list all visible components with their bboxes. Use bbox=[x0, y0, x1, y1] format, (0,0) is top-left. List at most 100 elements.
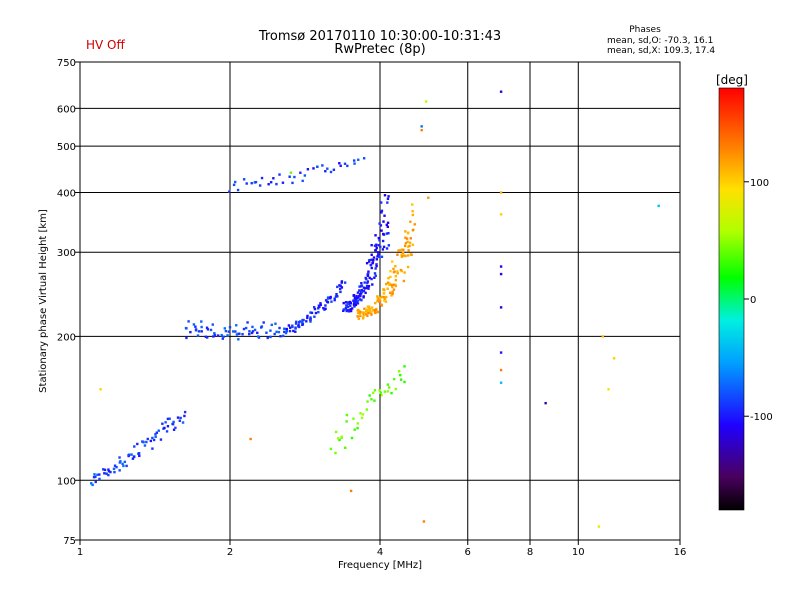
echo-point bbox=[166, 417, 170, 421]
echo-point bbox=[355, 294, 358, 298]
echo-point bbox=[404, 254, 407, 258]
x-tick-label: 1 bbox=[77, 547, 83, 558]
echo-point bbox=[342, 301, 345, 305]
echo-point bbox=[342, 309, 345, 313]
echo-point bbox=[393, 270, 396, 273]
echo-point bbox=[387, 195, 390, 198]
colorbar-tick-label: 100 bbox=[750, 178, 769, 189]
echo-point bbox=[379, 391, 382, 394]
echo-point bbox=[183, 414, 186, 418]
echo-point bbox=[288, 329, 292, 333]
echo-point bbox=[301, 322, 305, 326]
echo-point bbox=[340, 435, 344, 438]
echo-point bbox=[386, 201, 389, 204]
echo-point bbox=[326, 301, 330, 304]
echo-point bbox=[353, 428, 356, 431]
echo-point bbox=[371, 283, 374, 286]
colorbar-tick-label: -100 bbox=[750, 412, 773, 423]
colorbar-label: [deg] bbox=[716, 73, 748, 87]
echo-point bbox=[171, 423, 175, 426]
echo-point bbox=[136, 442, 139, 446]
echo-point bbox=[349, 309, 353, 313]
echo-point bbox=[273, 332, 276, 336]
echo-point bbox=[322, 306, 325, 310]
echo-point bbox=[394, 387, 398, 391]
echo-point bbox=[242, 327, 246, 331]
echo-point bbox=[352, 302, 356, 306]
echo-point bbox=[411, 203, 414, 206]
echo-point bbox=[205, 336, 209, 339]
echo-point bbox=[242, 178, 246, 181]
echo-point bbox=[340, 280, 344, 283]
echo-point bbox=[399, 373, 402, 377]
echo-point bbox=[407, 249, 410, 252]
echo-point bbox=[269, 329, 272, 332]
echo-point bbox=[347, 310, 351, 313]
echo-point bbox=[411, 213, 415, 217]
echo-point bbox=[411, 243, 415, 247]
isolated-echo-point bbox=[612, 357, 616, 360]
echo-point bbox=[394, 274, 398, 278]
echo-point bbox=[278, 326, 281, 330]
echo-point bbox=[371, 391, 375, 394]
echo-point bbox=[297, 323, 300, 327]
echo-point bbox=[362, 315, 365, 319]
echo-point bbox=[350, 436, 354, 440]
echo-point bbox=[254, 180, 258, 184]
echo-point bbox=[356, 302, 360, 305]
echo-point bbox=[251, 325, 254, 329]
echo-point bbox=[369, 307, 372, 311]
echo-point bbox=[329, 447, 333, 451]
isolated-echo-point bbox=[289, 171, 293, 174]
echo-point bbox=[365, 408, 369, 411]
echo-point bbox=[281, 181, 285, 184]
echo-point bbox=[143, 444, 147, 447]
echo-point bbox=[386, 287, 389, 290]
echo-point bbox=[402, 254, 406, 257]
echo-point bbox=[345, 420, 348, 423]
echo-point bbox=[309, 316, 312, 319]
echo-point bbox=[333, 298, 336, 302]
echo-point bbox=[391, 285, 394, 289]
echo-point bbox=[371, 261, 375, 264]
y-tick-label: 300 bbox=[57, 248, 76, 259]
echo-point bbox=[90, 482, 93, 485]
echo-point bbox=[137, 452, 141, 455]
echo-point bbox=[107, 473, 110, 477]
echo-point bbox=[408, 244, 411, 248]
echo-point bbox=[403, 380, 406, 384]
echo-point bbox=[98, 477, 101, 481]
echo-point bbox=[194, 325, 197, 328]
echo-point bbox=[200, 330, 203, 333]
echo-point bbox=[380, 209, 384, 213]
echo-point bbox=[209, 328, 213, 332]
echo-point bbox=[359, 294, 362, 298]
hv-status-label: HV Off bbox=[86, 38, 125, 52]
echo-point bbox=[146, 437, 149, 441]
echo-point bbox=[366, 400, 369, 403]
echo-point bbox=[358, 289, 361, 292]
echo-point bbox=[197, 330, 201, 333]
echo-point bbox=[122, 464, 125, 468]
echo-point bbox=[326, 167, 329, 170]
data-points bbox=[90, 90, 660, 528]
echo-point bbox=[353, 297, 356, 301]
echo-point bbox=[145, 440, 148, 444]
echo-point bbox=[367, 311, 370, 315]
echo-point bbox=[306, 168, 310, 171]
echo-point bbox=[402, 248, 405, 252]
echo-point bbox=[151, 447, 154, 450]
echo-point bbox=[352, 294, 355, 297]
echo-point bbox=[348, 308, 351, 312]
x-tick-label: 10 bbox=[572, 547, 585, 558]
echo-point bbox=[403, 365, 406, 368]
echo-point bbox=[359, 412, 362, 415]
echo-point bbox=[383, 297, 387, 300]
echo-point bbox=[411, 210, 414, 213]
echo-point bbox=[360, 290, 364, 294]
echo-point bbox=[309, 320, 312, 323]
echo-point bbox=[382, 295, 385, 299]
echo-point bbox=[386, 281, 390, 284]
echo-point bbox=[340, 281, 343, 284]
echo-point bbox=[360, 416, 364, 420]
